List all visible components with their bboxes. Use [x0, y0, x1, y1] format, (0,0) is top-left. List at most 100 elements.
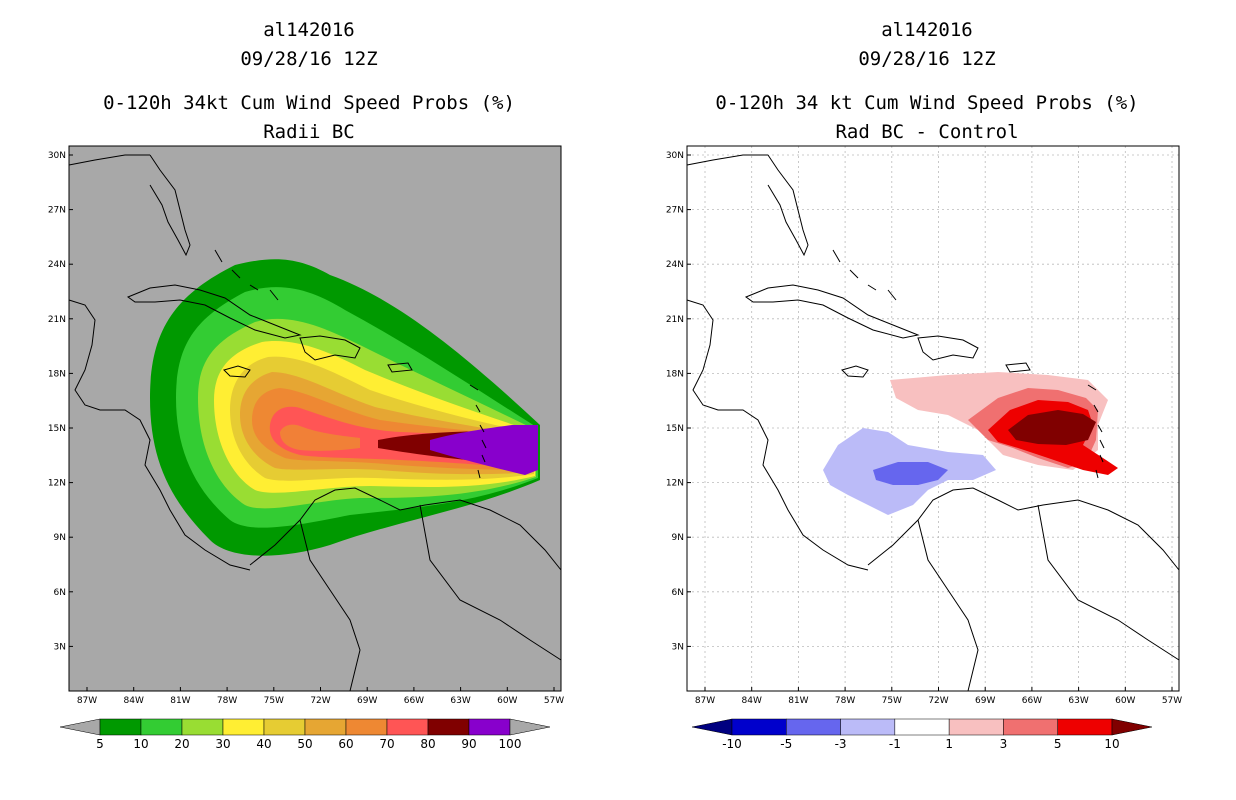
colorbar-label: 1 [945, 737, 953, 751]
lon-tick-label: 75W [882, 696, 902, 706]
lon-tick-label: 72W [928, 696, 948, 706]
longitude-axis: 87W 84W 81W 78W 75W 72W 69W 66W 63W 60W 57W [695, 687, 1182, 706]
lon-tick-label: 66W [1022, 696, 1042, 706]
lon-tick-label: 66W [404, 696, 424, 706]
colorbar-swatch [304, 718, 347, 736]
jamaica-coastline [841, 365, 869, 378]
colorbar-under-arrow [59, 718, 101, 736]
lat-tick-label: 24N [48, 260, 66, 270]
latitude-axis: 30N 27N 24N 21N 18N 15N 12N 9N 6N 3N [48, 151, 73, 652]
lon-tick-label: 84W [124, 696, 144, 706]
probability-map: 30N 27N 24N 21N 18N 15N 12N 9N 6N 3N 87W 84W 81W 78W… [48, 145, 564, 751]
florida-coastline [767, 154, 809, 257]
lat-tick-label: 27N [666, 206, 684, 216]
puerto-rico-coastline [1005, 362, 1031, 373]
lon-tick-label: 81W [788, 696, 808, 706]
storm-id-title: al142016 [881, 19, 973, 41]
cuba-coastline [744, 284, 920, 339]
colorbar-label: 50 [297, 737, 312, 751]
central-america-coastline [686, 299, 869, 571]
lesser-antilles [469, 384, 487, 479]
colorbar-label: 70 [379, 737, 394, 751]
colorbar-swatch [140, 718, 183, 736]
colorbar-under-arrow [691, 718, 733, 736]
colorbar-label: 40 [256, 737, 271, 751]
lon-tick-label: 81W [170, 696, 190, 706]
product-title: 0-120h 34 kt Cum Wind Speed Probs (%) [715, 92, 1139, 114]
lat-tick-label: 3N [672, 642, 684, 652]
colorbar: -10 -5 -3 -1 1 3 5 10 [691, 718, 1153, 751]
venezuela-interior-borders [917, 504, 1180, 692]
lat-tick-label: 12N [48, 479, 66, 489]
lon-tick-label: 60W [497, 696, 517, 706]
lat-tick-label: 30N [48, 151, 66, 161]
colorbar-label: 5 [1054, 737, 1062, 751]
lon-tick-label: 69W [975, 696, 995, 706]
colorbar-label: 10 [133, 737, 148, 751]
contour-positive-10 [1008, 410, 1096, 445]
lat-tick-label: 9N [54, 533, 66, 543]
gulf-coastline [686, 154, 768, 166]
colorbar-label: -10 [722, 737, 742, 751]
colorbar-swatch [1057, 718, 1113, 736]
lat-tick-label: 27N [48, 206, 66, 216]
experiment-title: Radii BC [263, 121, 355, 143]
colorbar-swatch [1003, 718, 1058, 736]
colorbar-label: 80 [420, 737, 435, 751]
hispaniola-coastline [917, 335, 979, 361]
colorbar-swatch [894, 718, 950, 736]
colorbar-label: 90 [461, 737, 476, 751]
lon-tick-label: 75W [264, 696, 284, 706]
lat-tick-label: 6N [54, 588, 66, 598]
colorbar-swatch [840, 718, 896, 736]
right-panel-difference: al142016 09/28/16 12Z 0-120h 34 kt Cum W… [618, 0, 1236, 800]
coastlines [68, 154, 562, 692]
lon-tick-label: 63W [1068, 696, 1088, 706]
lat-tick-label: 15N [48, 424, 66, 434]
left-panel-radii-bc: al142016 09/28/16 12Z 0-120h 34kt Cum Wi… [48, 19, 564, 751]
contour-80-percent [280, 424, 360, 451]
grid-lines [687, 146, 1179, 691]
south-america-coastline [867, 487, 1180, 571]
contour-negative-3 [873, 462, 948, 485]
lat-tick-label: 12N [666, 479, 684, 489]
lat-tick-label: 24N [666, 260, 684, 270]
colorbar-label: 60 [338, 737, 353, 751]
lon-tick-label: 78W [217, 696, 237, 706]
lon-tick-label: 60W [1115, 696, 1135, 706]
venezuela-interior-borders [299, 504, 562, 692]
puerto-rico-coastline [387, 362, 413, 373]
colorbar-over-arrow [509, 718, 551, 736]
lon-tick-label: 78W [835, 696, 855, 706]
lat-tick-label: 21N [48, 315, 66, 325]
colorbar-label: -5 [780, 737, 792, 751]
lon-tick-label: 87W [77, 696, 97, 706]
longitude-axis: 87W 84W 81W 78W 75W 72W 69W 66W 63W 60W 57W [77, 687, 564, 706]
map-frame [68, 145, 562, 692]
lesser-antilles [1087, 384, 1105, 479]
colorbar-swatch [263, 718, 306, 736]
colorbar-swatch [786, 718, 841, 736]
bahamas [832, 249, 897, 301]
product-title: 0-120h 34kt Cum Wind Speed Probs (%) [103, 92, 515, 114]
colorbar-swatch [222, 718, 265, 736]
central-america-coastline [68, 299, 251, 571]
difference-map: 30N 27N 24N 21N 18N 15N 12N 9N 6N 3N 87W 84W 81W 78W… [666, 145, 1182, 751]
lat-tick-label: 18N [666, 369, 684, 379]
lat-tick-label: 18N [48, 369, 66, 379]
lat-tick-label: 30N [666, 151, 684, 161]
colorbar-swatch [99, 718, 142, 736]
lon-tick-label: 57W [1162, 696, 1182, 706]
lat-tick-label: 21N [666, 315, 684, 325]
gulf-coastline [68, 154, 150, 166]
contour-100-percent [430, 425, 538, 475]
lon-tick-label: 69W [357, 696, 377, 706]
coastlines [686, 154, 1180, 692]
florida-coastline [149, 154, 191, 257]
lon-tick-label: 87W [695, 696, 715, 706]
lat-tick-label: 3N [54, 642, 66, 652]
experiment-title: Rad BC - Control [835, 121, 1019, 143]
bahamas [214, 249, 279, 301]
date-time-title: 09/28/16 12Z [240, 48, 378, 70]
map-background [687, 146, 1179, 691]
